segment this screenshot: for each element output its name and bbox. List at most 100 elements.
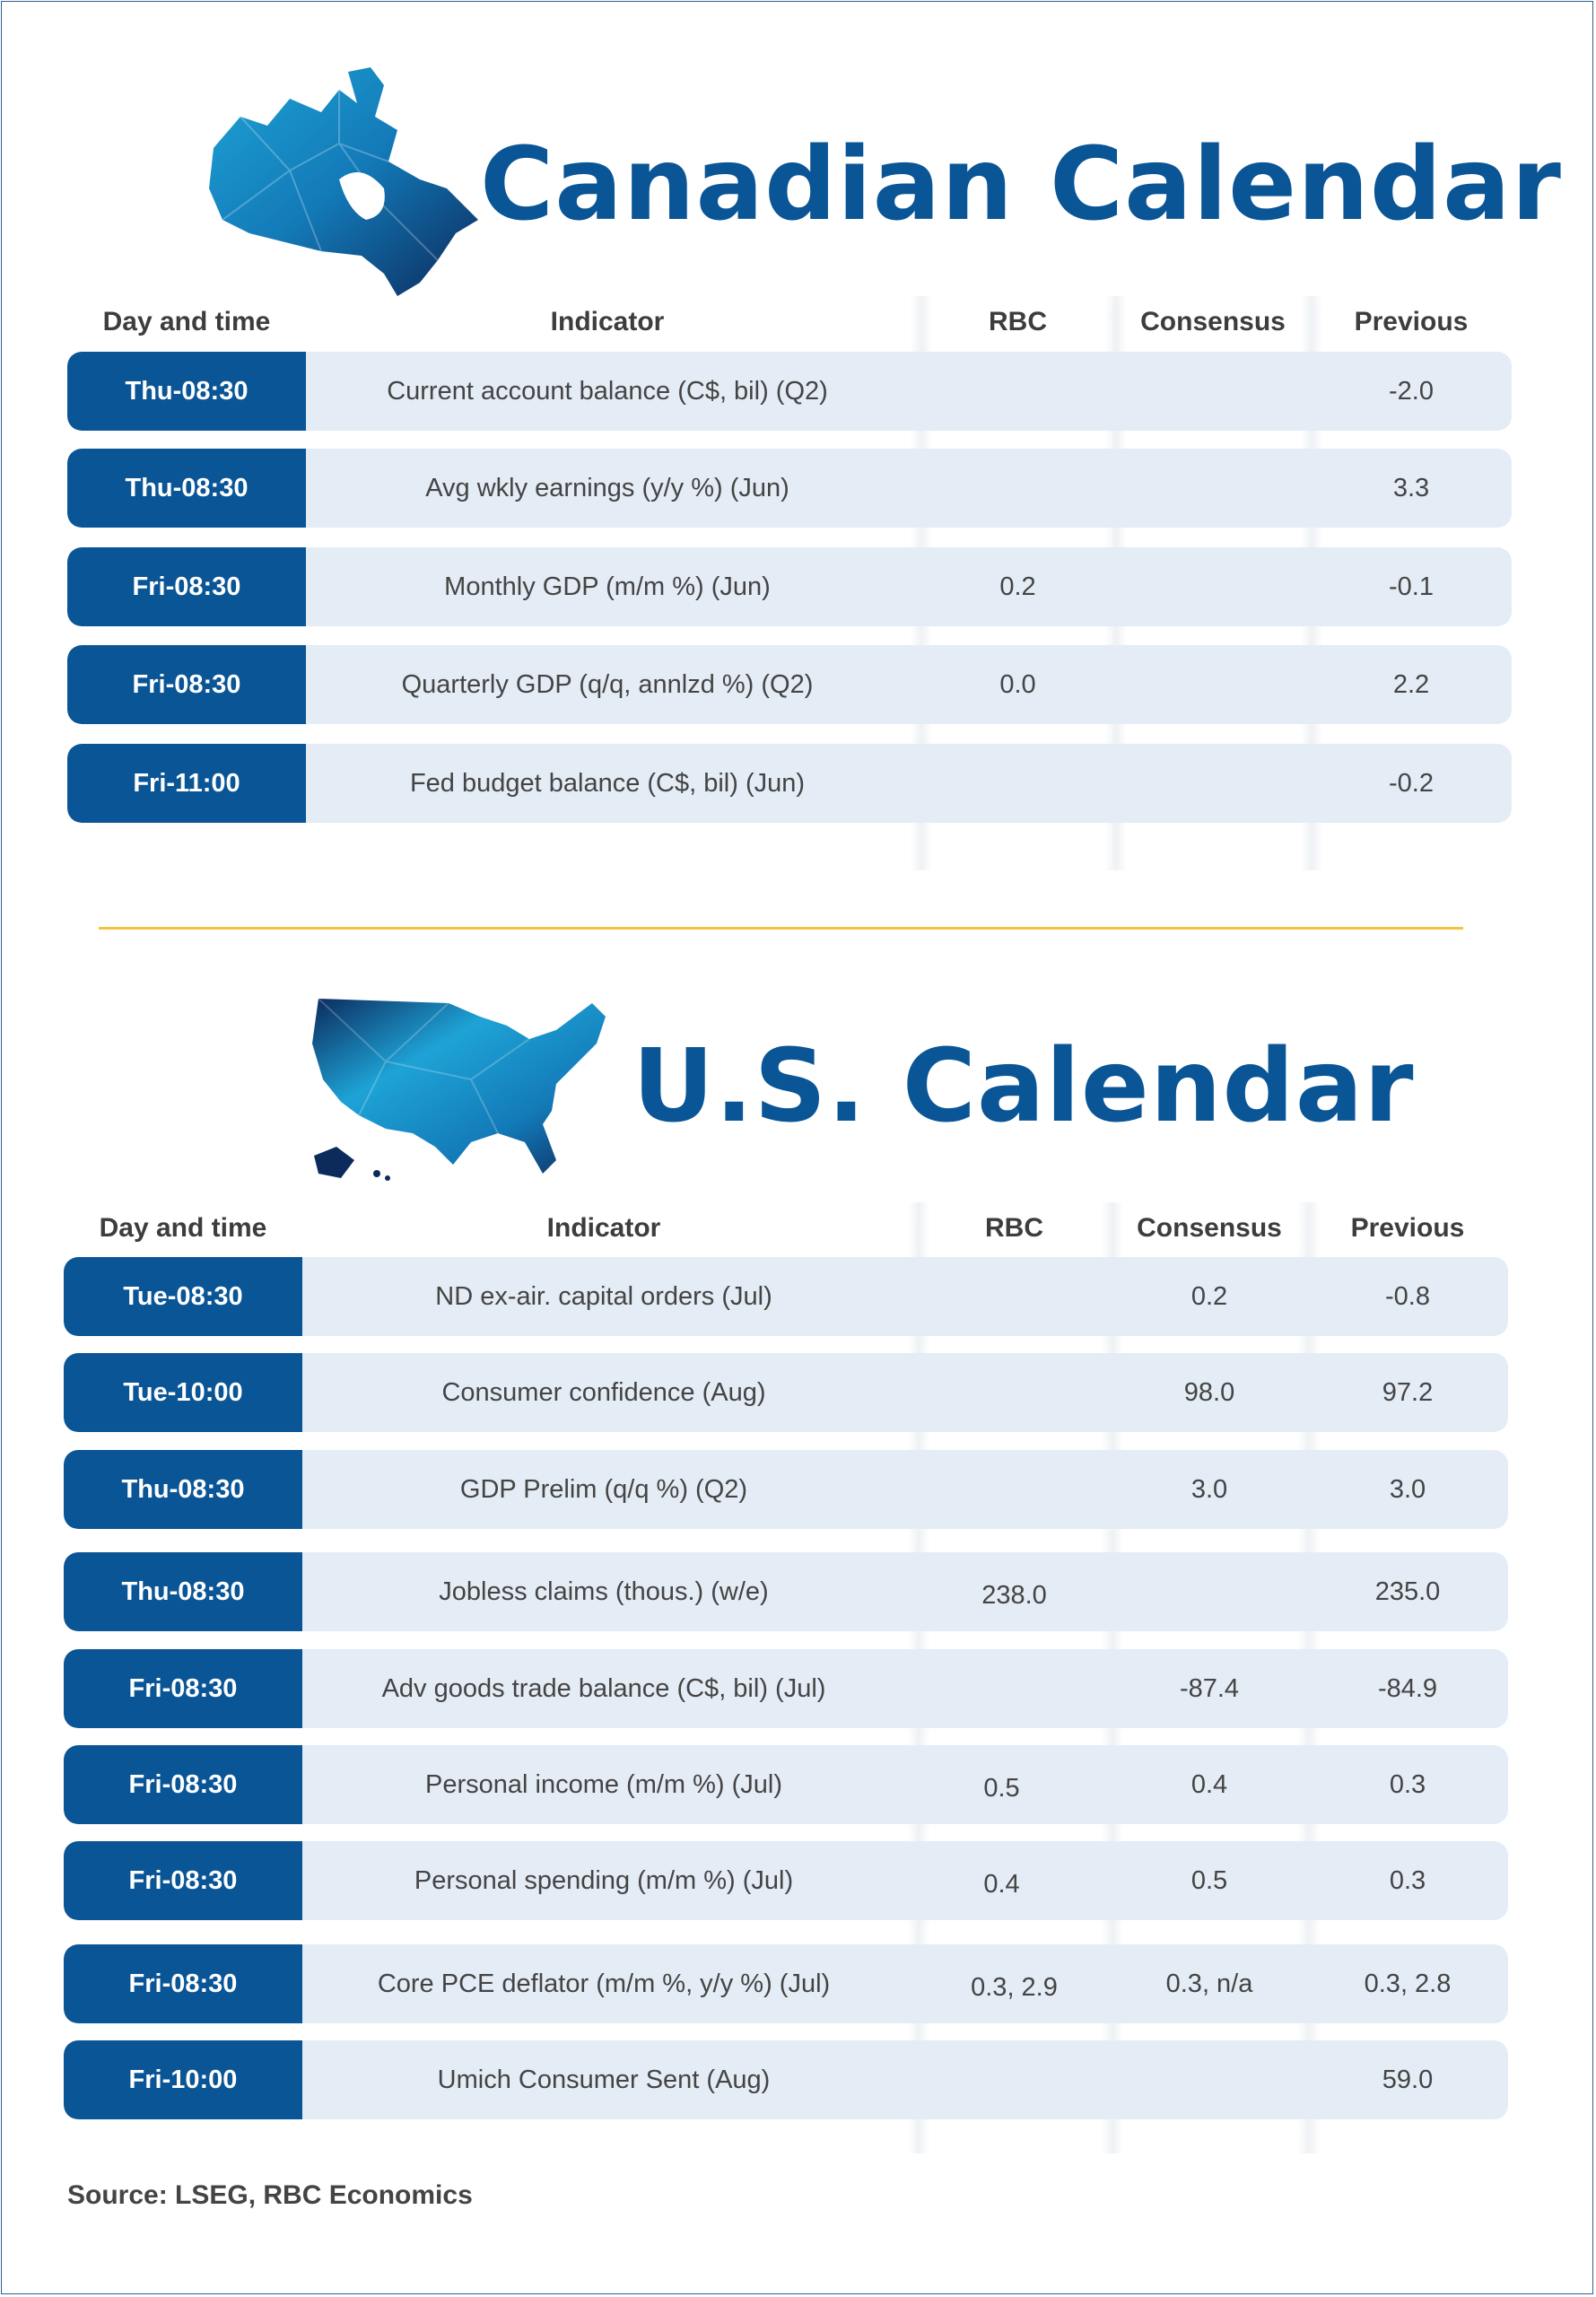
rbc-cell: 238.0 (981, 1580, 1047, 1610)
previous-cell: 0.3 (1389, 1865, 1426, 1895)
rbc-cell (918, 1649, 1111, 1728)
previous-cell: 0.3 (1389, 1769, 1426, 1799)
consensus-cell (1114, 352, 1312, 431)
day-time-cell: Tue-08:30 (64, 1257, 302, 1336)
table-row: Thu-08:30 GDP Prelim (q/q %) (Q2) 3.0 3.… (64, 1450, 1508, 1529)
header-indicator: Indicator (546, 1213, 661, 1243)
header-consensus: Consensus (1140, 307, 1286, 336)
table-row: Fri-08:30 Quarterly GDP (q/q, annlzd %) … (67, 645, 1512, 724)
rbc-cell (921, 449, 1114, 528)
rbc-cell (918, 2040, 1111, 2119)
previous-cell: 3.3 (1392, 473, 1430, 502)
header-consensus: Consensus (1137, 1213, 1282, 1243)
header-indicator: Indicator (550, 307, 665, 336)
indicator-cell: Personal income (m/m %) (Jul) (424, 1769, 783, 1799)
indicator-cell: Jobless claims (thous.) (w/e) (439, 1576, 769, 1606)
indicator-cell: Core PCE deflator (m/m %, y/y %) (Jul) (377, 1969, 831, 1998)
indicator-cell: Adv goods trade balance (C$, bil) (Jul) (381, 1673, 826, 1703)
consensus-cell (1114, 744, 1312, 823)
canadian-calendar-title: Canadian Calendar (480, 127, 1562, 243)
day-time-cell: Fri-08:30 (67, 547, 306, 626)
day-time-cell: Fri-08:30 (64, 1745, 302, 1824)
previous-cell: -0.2 (1389, 768, 1434, 798)
table-row: Fri-10:00 Umich Consumer Sent (Aug) 59.0 (64, 2040, 1508, 2119)
rbc-cell (921, 352, 1114, 431)
indicator-cell: Personal spending (m/m %) (Jul) (414, 1865, 794, 1895)
indicator-cell: Umich Consumer Sent (Aug) (437, 2065, 771, 2094)
day-time-cell: Tue-10:00 (64, 1353, 302, 1432)
day-time-cell: Thu-08:30 (64, 1552, 302, 1631)
consensus-cell (1114, 645, 1312, 724)
table-row: Fri-08:30 Adv goods trade balance (C$, b… (64, 1649, 1508, 1728)
previous-cell: -2.0 (1389, 376, 1434, 406)
previous-cell: -0.8 (1385, 1281, 1430, 1311)
day-time-cell: Fri-10:00 (64, 2040, 302, 2119)
rbc-cell: 0.5 (983, 1773, 1020, 1803)
consensus-cell: 0.5 (1190, 1865, 1228, 1895)
us-map-icon (312, 998, 606, 1181)
rbc-cell: 0.2 (999, 572, 1036, 601)
canada-map-icon (209, 67, 478, 296)
day-time-cell: Thu-08:30 (67, 352, 306, 431)
table-row: Thu-08:30 Current account balance (C$, b… (67, 352, 1512, 431)
day-time-cell: Thu-08:30 (67, 449, 306, 528)
consensus-cell (1111, 2040, 1308, 2119)
previous-cell: 59.0 (1382, 2065, 1434, 2094)
indicator-cell: GDP Prelim (q/q %) (Q2) (459, 1474, 748, 1504)
table-row: Thu-08:30 Jobless claims (thous.) (w/e) … (64, 1552, 1508, 1631)
day-time-cell: Fri-08:30 (64, 1841, 302, 1920)
previous-cell: 2.2 (1392, 669, 1430, 699)
table-row: Fri-08:30 Core PCE deflator (m/m %, y/y … (64, 1944, 1508, 2023)
table-row: Tue-10:00 Consumer confidence (Aug) 98.0… (64, 1353, 1508, 1432)
rbc-cell (918, 1257, 1111, 1336)
table-row: Thu-08:30 Avg wkly earnings (y/y %) (Jun… (67, 449, 1512, 528)
consensus-cell: 0.3, n/a (1165, 1969, 1253, 1998)
rbc-cell (921, 744, 1114, 823)
previous-cell: 3.0 (1389, 1474, 1426, 1504)
consensus-cell (1111, 1552, 1308, 1631)
indicator-cell: Fed budget balance (C$, bil) (Jun) (409, 768, 806, 798)
previous-cell: -84.9 (1377, 1673, 1438, 1703)
rbc-cell: 0.3, 2.9 (971, 1972, 1058, 2002)
consensus-cell: -87.4 (1179, 1673, 1240, 1703)
indicator-cell: Monthly GDP (m/m %) (Jun) (444, 572, 771, 601)
table-row: Fri-08:30 Personal spending (m/m %) (Jul… (64, 1841, 1508, 1920)
consensus-cell (1114, 547, 1312, 626)
previous-cell: 97.2 (1382, 1377, 1434, 1407)
day-time-cell: Fri-08:30 (67, 645, 306, 724)
table-row: Fri-11:00 Fed budget balance (C$, bil) (… (67, 744, 1512, 823)
indicator-cell: Consumer confidence (Aug) (441, 1377, 766, 1407)
day-time-cell: Fri-08:30 (64, 1944, 302, 2023)
previous-cell: -0.1 (1389, 572, 1434, 601)
rbc-cell (918, 1450, 1111, 1529)
previous-cell: 0.3, 2.8 (1364, 1969, 1452, 1998)
consensus-cell: 0.2 (1190, 1281, 1228, 1311)
table-row: Tue-08:30 ND ex-air. capital orders (Jul… (64, 1257, 1508, 1336)
table-row: Fri-08:30 Monthly GDP (m/m %) (Jun) 0.2 … (67, 547, 1512, 626)
consensus-cell: 3.0 (1190, 1474, 1228, 1504)
table-row: Fri-08:30 Personal income (m/m %) (Jul) … (64, 1745, 1508, 1824)
day-time-cell: Thu-08:30 (64, 1450, 302, 1529)
header-day-and-time: Day and time (102, 307, 271, 336)
header-previous: Previous (1350, 1213, 1465, 1243)
indicator-cell: Quarterly GDP (q/q, annlzd %) (Q2) (401, 669, 814, 699)
source-note: Source: LSEG, RBC Economics (67, 2180, 473, 2210)
indicator-cell: Current account balance (C$, bil) (Q2) (387, 376, 828, 406)
rbc-cell: 0.4 (983, 1869, 1020, 1899)
section-divider (99, 927, 1463, 930)
consensus-cell: 98.0 (1183, 1377, 1235, 1407)
consensus-cell: 0.4 (1190, 1769, 1228, 1799)
rbc-cell: 0.0 (999, 669, 1036, 699)
header-rbc: RBC (985, 1213, 1043, 1243)
header-day-and-time: Day and time (99, 1213, 267, 1243)
indicator-cell: ND ex-air. capital orders (Jul) (435, 1281, 772, 1311)
rbc-cell (918, 1353, 1111, 1432)
us-calendar-title: U.S. Calendar (632, 1028, 1415, 1145)
header-previous: Previous (1354, 307, 1469, 336)
header-rbc: RBC (989, 307, 1047, 336)
day-time-cell: Fri-11:00 (67, 744, 306, 823)
indicator-cell: Avg wkly earnings (y/y %) (Jun) (425, 473, 789, 502)
consensus-cell (1114, 449, 1312, 528)
previous-cell: 235.0 (1374, 1576, 1441, 1606)
